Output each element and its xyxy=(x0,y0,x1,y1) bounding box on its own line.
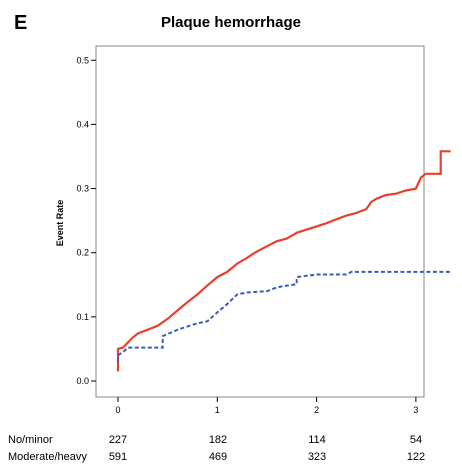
x-axis: 0 1 2 3 xyxy=(115,397,418,415)
risk-row-label: Moderate/heavy xyxy=(8,451,87,463)
risk-row-label: No/minor xyxy=(8,434,53,446)
y-tick-label: 0.5 xyxy=(76,55,89,65)
y-tick-label: 0.4 xyxy=(76,119,89,129)
risk-row-moderate-heavy: Moderate/heavy 591 469 323 122 xyxy=(0,451,462,467)
risk-count: 114 xyxy=(308,434,326,446)
risk-count: 54 xyxy=(409,434,423,446)
series-line-1 xyxy=(116,150,451,372)
y-axis: 0.0 0.1 0.2 0.3 0.4 0.5 xyxy=(76,55,96,386)
risk-count: 227 xyxy=(108,434,128,446)
at-risk-table: No/minor 227 182 114 54 Moderate/heavy 5… xyxy=(0,434,462,470)
y-tick-label: 0.0 xyxy=(76,376,89,386)
risk-count: 323 xyxy=(307,451,327,463)
x-tick-label: 2 xyxy=(314,405,319,415)
x-tick-label: 1 xyxy=(215,405,220,415)
chart-title: Plaque hemorrhage xyxy=(160,14,302,31)
risk-count: 591 xyxy=(108,451,128,463)
risk-count: 122 xyxy=(406,451,426,463)
panel-letter: E xyxy=(14,12,28,34)
y-tick-label: 0.1 xyxy=(76,312,89,322)
km-plot: 0.0 0.1 0.2 0.3 0.4 0.5 0 1 2 3 Event Rate xyxy=(55,45,451,415)
series-group xyxy=(116,150,451,372)
x-tick-label: 3 xyxy=(413,405,418,415)
risk-count: 182 xyxy=(208,434,228,446)
y-tick-label: 0.2 xyxy=(76,248,89,258)
plot-frame xyxy=(95,45,425,398)
y-tick-label: 0.3 xyxy=(76,184,89,194)
x-tick-label: 0 xyxy=(115,405,120,415)
risk-row-no-minor: No/minor 227 182 114 54 xyxy=(0,434,462,450)
risk-count: 469 xyxy=(208,451,228,463)
y-axis-label: Event Rate xyxy=(55,200,65,247)
series-line-2 xyxy=(117,270,451,362)
